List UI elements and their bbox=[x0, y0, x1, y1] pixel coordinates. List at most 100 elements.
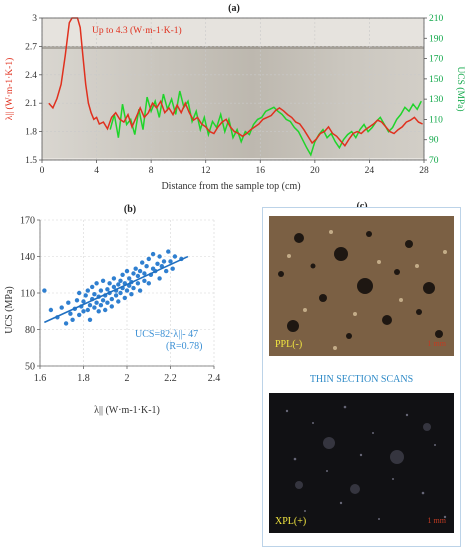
scatter-point bbox=[142, 278, 147, 283]
scatter-point bbox=[85, 288, 91, 293]
x-tick-label-b: 2 bbox=[125, 373, 130, 384]
scatter-point bbox=[137, 268, 143, 274]
scatter-point bbox=[135, 281, 141, 286]
scatter-point bbox=[107, 281, 112, 286]
scatter-point bbox=[83, 293, 88, 298]
x-tick-label-a: 28 bbox=[419, 166, 429, 176]
scatter-point bbox=[63, 321, 69, 326]
y-tick-label-b: 140 bbox=[20, 252, 35, 263]
ppl-label: PPL(-) bbox=[275, 339, 303, 350]
scatter-point bbox=[90, 284, 95, 290]
ppl-scan-image: PPL(-) 1 mm bbox=[269, 216, 454, 356]
y-tick-label-right-a: 130 bbox=[429, 95, 444, 105]
y-tick-label-right-a: 170 bbox=[429, 55, 444, 65]
regression-line bbox=[44, 255, 189, 324]
scatter-point bbox=[170, 266, 175, 271]
y-tick-label-b: 50 bbox=[25, 362, 35, 373]
annotation-up-to: Up to 4.3 (W·m-1·K-1) bbox=[92, 25, 182, 36]
scatter-point bbox=[92, 292, 97, 297]
line-chart-a: (a) 0 4 8 12 16 20 24 28 1.5 1.8 2.1 2.4 2.7 3 70 90 110… bbox=[4, 3, 466, 192]
y-tick-label-left-a: 1.5 bbox=[25, 156, 37, 166]
scatter-point bbox=[157, 254, 162, 259]
xpl-label: XPL(+) bbox=[275, 516, 307, 527]
scatter-point bbox=[164, 268, 169, 274]
series-line-lambda bbox=[48, 17, 423, 148]
scatter-point bbox=[98, 303, 104, 308]
scatter-point bbox=[116, 282, 121, 287]
y-tick-label-b: 170 bbox=[20, 216, 35, 227]
xpl-scale-bar: 1 mm bbox=[427, 516, 446, 525]
series-line-ucs bbox=[109, 90, 422, 157]
scatter-point bbox=[172, 254, 178, 259]
axes-b: 1.6 1.8 2 2.2 2.4 50 80 110 140 170 bbox=[20, 216, 220, 385]
core-edge bbox=[42, 46, 424, 49]
scatter-point bbox=[135, 273, 141, 279]
thin-section-panel: PPL(-) 1 mm THIN SECTION SCANS XPL(+) 1 … bbox=[262, 207, 461, 547]
scatter-point bbox=[166, 249, 171, 254]
scatter-point bbox=[137, 288, 143, 293]
scatter-point bbox=[74, 298, 80, 303]
x-tick-label-a: 4 bbox=[94, 166, 99, 176]
scatter-point bbox=[157, 276, 162, 281]
xpl-texture bbox=[269, 393, 454, 533]
thin-section-caption: THIN SECTION SCANS bbox=[309, 374, 414, 385]
scatter-point bbox=[144, 264, 149, 269]
y-tick-label-left-a: 2.1 bbox=[25, 99, 37, 109]
x-tick-label-a: 8 bbox=[149, 166, 154, 176]
y-tick-label-right-a: 70 bbox=[429, 156, 439, 166]
scatter-point bbox=[81, 299, 86, 304]
axes-a: 0 4 8 12 16 20 24 28 1.5 1.8 2.1 2.4 2.7 3 70 90 110 130 1… bbox=[4, 14, 466, 176]
panel-c-title: (c) bbox=[342, 201, 382, 212]
y-tick-label-left-a: 3 bbox=[32, 14, 37, 24]
scatter-point bbox=[94, 300, 99, 305]
scatter-point bbox=[77, 290, 82, 296]
y-tick-label-b: 80 bbox=[25, 325, 35, 336]
panel-b-title: (b) bbox=[124, 204, 136, 215]
scatter-point bbox=[113, 293, 119, 298]
scatter-point bbox=[131, 285, 136, 291]
x-tick-label-b: 2.4 bbox=[208, 373, 221, 384]
x-tick-label-b: 1.8 bbox=[77, 373, 90, 384]
scatter-point bbox=[129, 292, 134, 297]
x-tick-label-b: 2.2 bbox=[164, 373, 177, 384]
scatter-point bbox=[111, 284, 117, 290]
scatter-point bbox=[68, 311, 73, 316]
scatter-point bbox=[94, 281, 99, 286]
scatter-point bbox=[66, 300, 71, 305]
scatter-point bbox=[146, 281, 151, 286]
scatter-point bbox=[92, 305, 97, 310]
scatter-point bbox=[103, 307, 108, 313]
x-tick-label-a: 12 bbox=[201, 166, 211, 176]
scatter-point bbox=[105, 287, 110, 292]
scatter-point bbox=[100, 278, 106, 283]
x-tick-label-a: 16 bbox=[256, 166, 266, 176]
scatter-point bbox=[70, 317, 75, 322]
y-axis-label-right-a: UCS (MPa) bbox=[455, 66, 466, 111]
scatter-point bbox=[124, 268, 130, 274]
y-tick-label-left-a: 2.7 bbox=[25, 42, 37, 52]
scatter-point bbox=[131, 271, 136, 276]
scatter-point bbox=[142, 271, 147, 276]
scatter-chart-b: (b) 1.6 1.8 2 2.2 2.4 50 80 110 140 170 UCS=82·λ|… bbox=[4, 204, 220, 416]
x-tick-label-b: 1.6 bbox=[34, 373, 47, 384]
scatter-point bbox=[105, 300, 110, 305]
scatter-point bbox=[98, 288, 104, 293]
scatter-point bbox=[124, 288, 130, 293]
scatter-point bbox=[116, 299, 121, 304]
scatter-point bbox=[87, 303, 93, 308]
x-axis-label-a: Distance from the sample top (cm) bbox=[161, 181, 300, 192]
scatter-point bbox=[59, 305, 64, 310]
scatter-point bbox=[85, 307, 91, 313]
scatter-point bbox=[42, 288, 47, 293]
scatter-point bbox=[96, 309, 101, 314]
x-tick-label-a: 24 bbox=[365, 166, 375, 176]
xpl-scan-image: XPL(+) 1 mm bbox=[269, 393, 454, 533]
scatter-point bbox=[109, 296, 115, 302]
y-tick-label-b: 110 bbox=[20, 289, 35, 300]
scatter-point bbox=[109, 304, 115, 309]
scatter-point bbox=[150, 251, 156, 257]
scatter-point bbox=[120, 272, 125, 277]
y-tick-label-right-a: 110 bbox=[429, 115, 443, 125]
scatter-point bbox=[127, 276, 132, 281]
ppl-texture bbox=[269, 216, 454, 356]
